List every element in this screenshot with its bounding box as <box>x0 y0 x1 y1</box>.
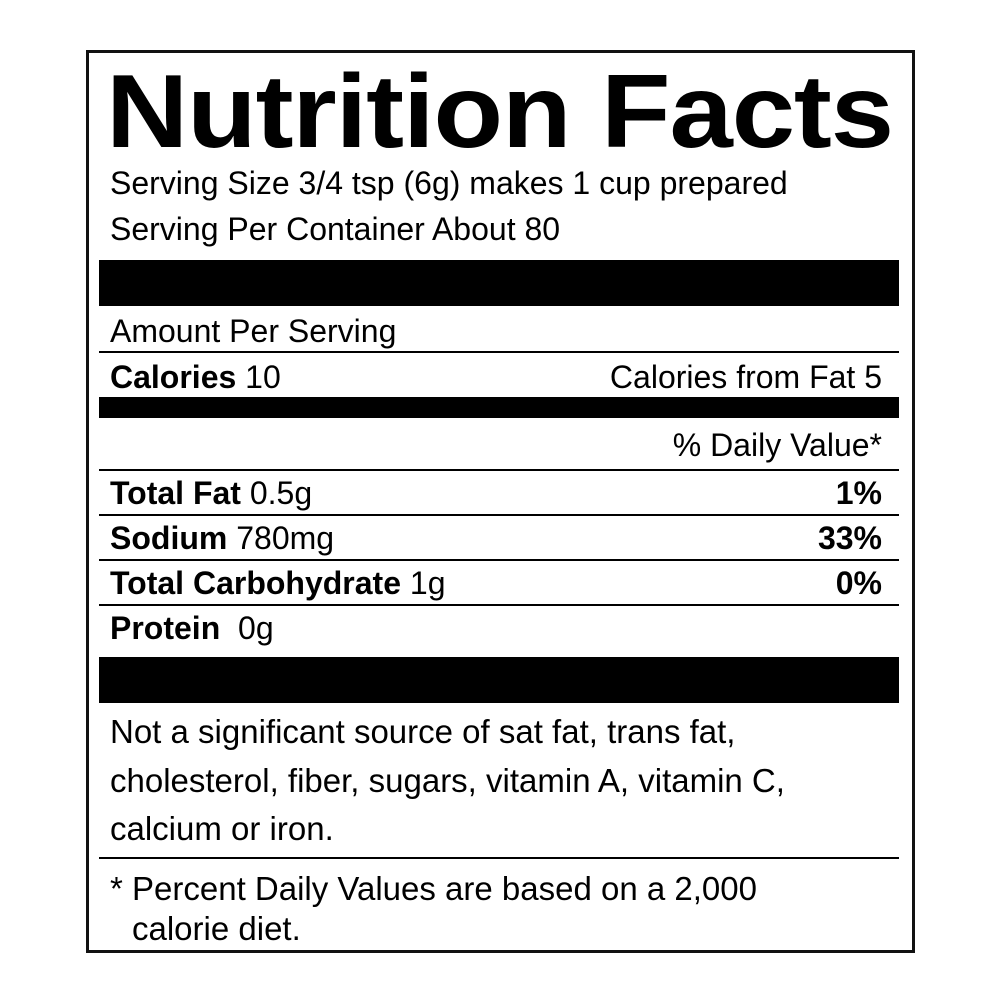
nutrient-amount: 0.5g <box>249 475 313 511</box>
calories-value: 10 <box>245 359 281 395</box>
notice-line: calcium or iron. <box>110 810 334 847</box>
serving-size: Serving Size 3/4 tsp (6g) makes 1 cup pr… <box>110 165 788 201</box>
notice-line: cholesterol, fiber, sugars, vitamin A, v… <box>110 762 785 799</box>
servings-per-container: Serving Per Container About 80 <box>110 211 561 247</box>
nutrient-dv: 33% <box>817 520 882 556</box>
divider <box>99 514 899 516</box>
calories-from-fat: Calories from Fat 5 <box>609 359 882 395</box>
nutrient-dv: 0% <box>835 565 882 601</box>
nutrient-amount: 1g <box>409 565 446 601</box>
divider <box>99 559 899 561</box>
footnote-line: * Percent Daily Values are based on a 2,… <box>110 870 757 907</box>
calories-label: Calories <box>110 359 237 395</box>
divider <box>99 351 899 353</box>
divider <box>99 604 899 606</box>
nutrition-label <box>86 50 915 953</box>
nutrient-name: Total Fat <box>110 475 241 511</box>
nutrient-amount: 780mg <box>236 520 335 556</box>
thick-divider <box>99 657 899 703</box>
label-title: Nutrition Facts <box>106 54 894 170</box>
notice-line: Not a significant source of sat fat, tra… <box>110 713 736 750</box>
divider <box>99 469 899 471</box>
nutrient-row-total-carbohydrate: Total Carbohydrate 1g <box>110 567 445 599</box>
nutrient-dv: 1% <box>835 475 882 511</box>
nutrient-name: Protein <box>110 610 221 646</box>
nutrient-row-total-fat: Total Fat 0.5g <box>110 477 312 509</box>
footnote-line: calorie diet. <box>132 910 301 947</box>
nutrient-row-protein: Protein 0g <box>110 612 274 644</box>
amount-per-serving: Amount Per Serving <box>110 313 397 349</box>
nutrient-row-sodium: Sodium 780mg <box>110 522 334 554</box>
medium-divider <box>99 397 899 418</box>
daily-value-header: % Daily Value* <box>672 427 882 463</box>
nutrient-name: Total Carbohydrate <box>110 565 401 601</box>
nutrient-amount: 0g <box>238 610 274 646</box>
calories-row: Calories 10 <box>110 361 281 393</box>
divider <box>99 857 899 859</box>
thick-divider <box>99 260 899 306</box>
nutrient-name: Sodium <box>110 520 228 556</box>
